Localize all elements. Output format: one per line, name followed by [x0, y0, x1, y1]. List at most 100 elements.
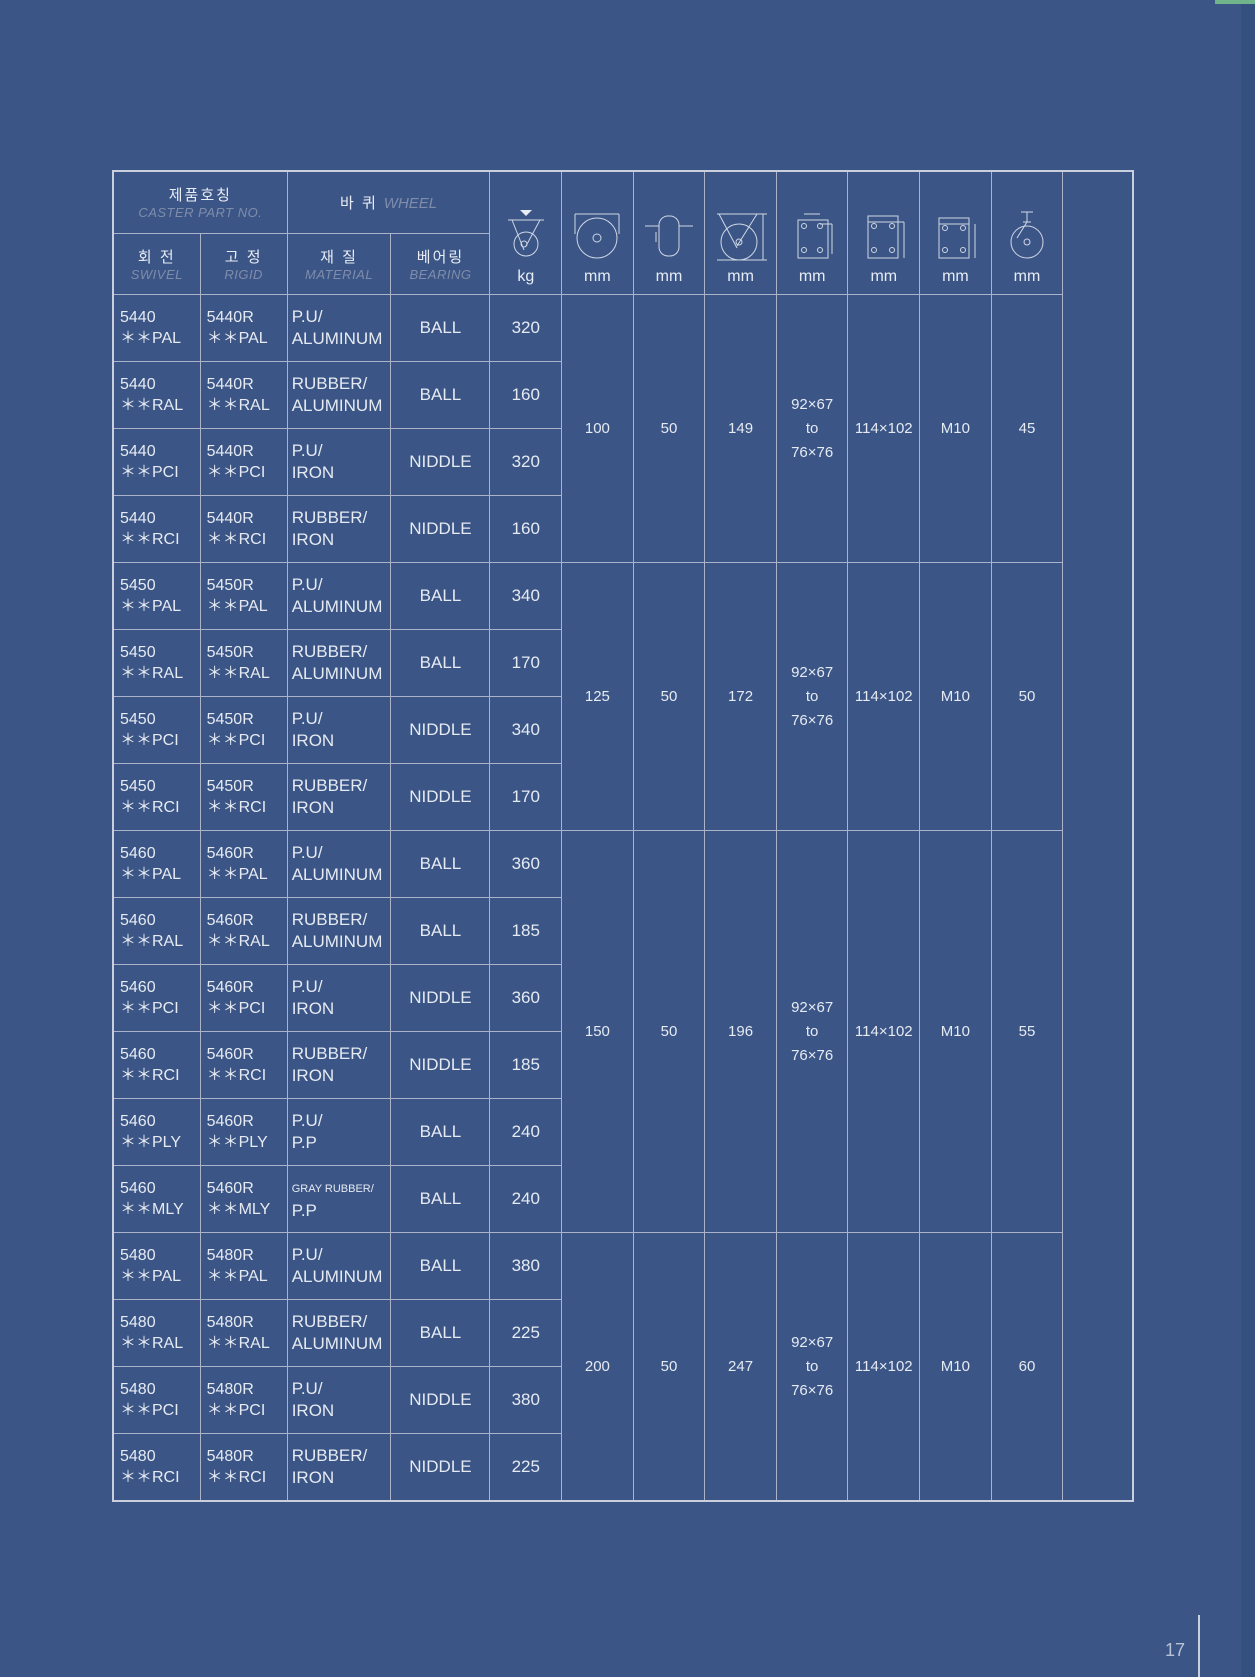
part-no-en: CASTER PART NO.: [138, 205, 263, 221]
bearing: BALL: [390, 294, 491, 362]
bearing: BALL: [390, 897, 491, 965]
bolt-hole-spacing: 92×67 to 76×76: [775, 830, 849, 1233]
header-spec-5: mm: [847, 170, 921, 295]
load-capacity: 240: [489, 1165, 563, 1233]
rigid-part-no: 5460R ＊＊MLY: [199, 1165, 288, 1233]
table-row: 5440 ＊＊RAL 5440R ＊＊RAL RUBBER/ALUMINUM BALL 16…: [112, 361, 1133, 429]
swivel-radius: 60: [990, 1232, 1064, 1502]
load-capacity: 170: [489, 629, 563, 697]
swivel-radius: 45: [990, 294, 1064, 563]
wheel-width-icon: [634, 206, 705, 262]
swivel-part-no: 5450 ＊＊RCI: [112, 763, 201, 831]
swivel-part-no: 5450 ＊＊PCI: [112, 696, 201, 764]
rigid-part-no: 5450R ＊＊PCI: [199, 696, 288, 764]
load-capacity: 185: [489, 1031, 563, 1099]
material: P.U/ALUMINUM: [286, 1232, 392, 1300]
swivel-part-no: 5440 ＊＊RCI: [112, 495, 201, 563]
header-material: 재 질 MATERIAL: [286, 232, 392, 296]
table-row: 5480 ＊＊RCI 5480R ＊＊RCI RUBBER/IRON NIDDLE 225: [112, 1433, 1133, 1502]
bearing: BALL: [390, 830, 491, 898]
swivel-radius: 50: [990, 562, 1064, 831]
rigid-part-no: 5440R ＊＊PCI: [199, 428, 288, 496]
bearing: NIDDLE: [390, 763, 491, 831]
load-capacity: 160: [489, 361, 563, 429]
bearing: BALL: [390, 1165, 491, 1233]
swivel-part-no: 5460 ＊＊RAL: [112, 897, 201, 965]
header-part-no: 제품호칭 CASTER PART NO.: [112, 170, 288, 234]
material: P.U/IRON: [286, 964, 392, 1032]
scan-artifact: [1215, 0, 1255, 4]
overall-height: 149: [704, 294, 777, 563]
header-swivel: 회 전 SWIVEL: [112, 232, 201, 296]
rigid-part-no: 5480R ＊＊PAL: [199, 1232, 288, 1300]
header-spec-1: mm: [561, 170, 634, 295]
wheel-width: 50: [632, 294, 706, 563]
wheel-diameter: 200: [561, 1232, 634, 1502]
bearing: BALL: [390, 562, 491, 630]
page-divider: [1198, 1615, 1200, 1677]
material: P.U/IRON: [286, 1366, 392, 1434]
page-number: 17: [1165, 1640, 1186, 1660]
wheel-diameter: 100: [561, 294, 634, 563]
material-ko: 재 질: [320, 248, 358, 266]
rigid-part-no: 5480R ＊＊PCI: [199, 1366, 288, 1434]
header-load: kg: [489, 170, 563, 295]
bolt-size: M10: [919, 562, 992, 831]
rigid-part-no: 5460R ＊＊PAL: [199, 830, 288, 898]
table-row: 5450 ＊＊RAL 5450R ＊＊RAL RUBBER/ALUMINUM BALL 17…: [112, 629, 1133, 697]
load-capacity-icon: [490, 206, 561, 262]
table-row: 5460 ＊＊PLY 5460R ＊＊PLY P.U/P.P BALL 240: [112, 1098, 1133, 1166]
material: P.U/IRON: [286, 696, 392, 764]
top-plate-size: 114×102: [847, 562, 921, 831]
swivel-part-no: 5440 ＊＊PCI: [112, 428, 201, 496]
header-bearing: 베어링 BEARING: [390, 232, 491, 296]
bearing: BALL: [390, 1098, 491, 1166]
bolt-size: M10: [919, 1232, 992, 1502]
load-capacity: 225: [489, 1299, 563, 1367]
rigid-part-no: 5480R ＊＊RAL: [199, 1299, 288, 1367]
bearing: NIDDLE: [390, 964, 491, 1032]
material: RUBBER/IRON: [286, 495, 392, 563]
material: GRAY RUBBER/P.P: [286, 1165, 392, 1233]
load-capacity: 185: [489, 897, 563, 965]
unit-label: mm: [942, 268, 969, 285]
rigid-part-no: 5460R ＊＊RAL: [199, 897, 288, 965]
table-row: 5450 ＊＊PCI 5450R ＊＊PCI P.U/IRON NIDDLE 340: [112, 696, 1133, 764]
table-row: 5450 ＊＊RCI 5450R ＊＊RCI RUBBER/IRON NIDDLE 170: [112, 763, 1133, 831]
wheel-ko: 바 퀴: [340, 194, 378, 212]
swivel-en: SWIVEL: [130, 266, 183, 282]
overall-height: 247: [704, 1232, 777, 1502]
table-row: 5460 ＊＊RCI 5460R ＊＊RCI RUBBER/IRON NIDDLE 185: [112, 1031, 1133, 1099]
swivel-part-no: 5460 ＊＊PAL: [112, 830, 201, 898]
bearing: NIDDLE: [390, 1366, 491, 1434]
swivel-part-no: 5480 ＊＊PCI: [112, 1366, 201, 1434]
swivel-part-no: 5450 ＊＊PAL: [112, 562, 201, 630]
swivel-part-no: 5460 ＊＊MLY: [112, 1165, 201, 1233]
load-capacity: 170: [489, 763, 563, 831]
unit-label: mm: [870, 268, 898, 285]
unit-label: mm: [798, 268, 826, 285]
table-row: 5460 ＊＊MLY 5460R ＊＊MLY GRAY RUBBER/P.P BALL 24…: [112, 1165, 1133, 1233]
rigid-part-no: 5450R ＊＊PAL: [199, 562, 288, 630]
top-plate-size: 114×102: [847, 1232, 921, 1502]
load-capacity: 340: [489, 562, 563, 630]
bearing: NIDDLE: [390, 428, 491, 496]
bolt-size-icon: [920, 206, 991, 262]
unit-label: mm: [584, 268, 611, 285]
unit-label: mm: [727, 268, 754, 285]
material: P.U/IRON: [286, 428, 392, 496]
rigid-part-no: 5440R ＊＊RCI: [199, 495, 288, 563]
rigid-part-no: 5450R ＊＊RAL: [199, 629, 288, 697]
table-row: 5460 ＊＊PCI 5460R ＊＊PCI P.U/IRON NIDDLE 360: [112, 964, 1133, 1032]
rigid-part-no: 5460R ＊＊PCI: [199, 964, 288, 1032]
top-plate-size: 114×102: [847, 830, 921, 1233]
material: RUBBER/IRON: [286, 1433, 392, 1502]
overall-height: 196: [704, 830, 777, 1233]
header-spec-2: mm: [632, 170, 706, 295]
rigid-part-no: 5440R ＊＊PAL: [199, 294, 288, 362]
load-capacity: 360: [489, 830, 563, 898]
material: RUBBER/IRON: [286, 1031, 392, 1099]
header-spec-3: mm: [704, 170, 777, 295]
bolt-hole-spacing: 92×67 to 76×76: [775, 294, 849, 563]
wheel-diameter-icon: [562, 206, 633, 262]
